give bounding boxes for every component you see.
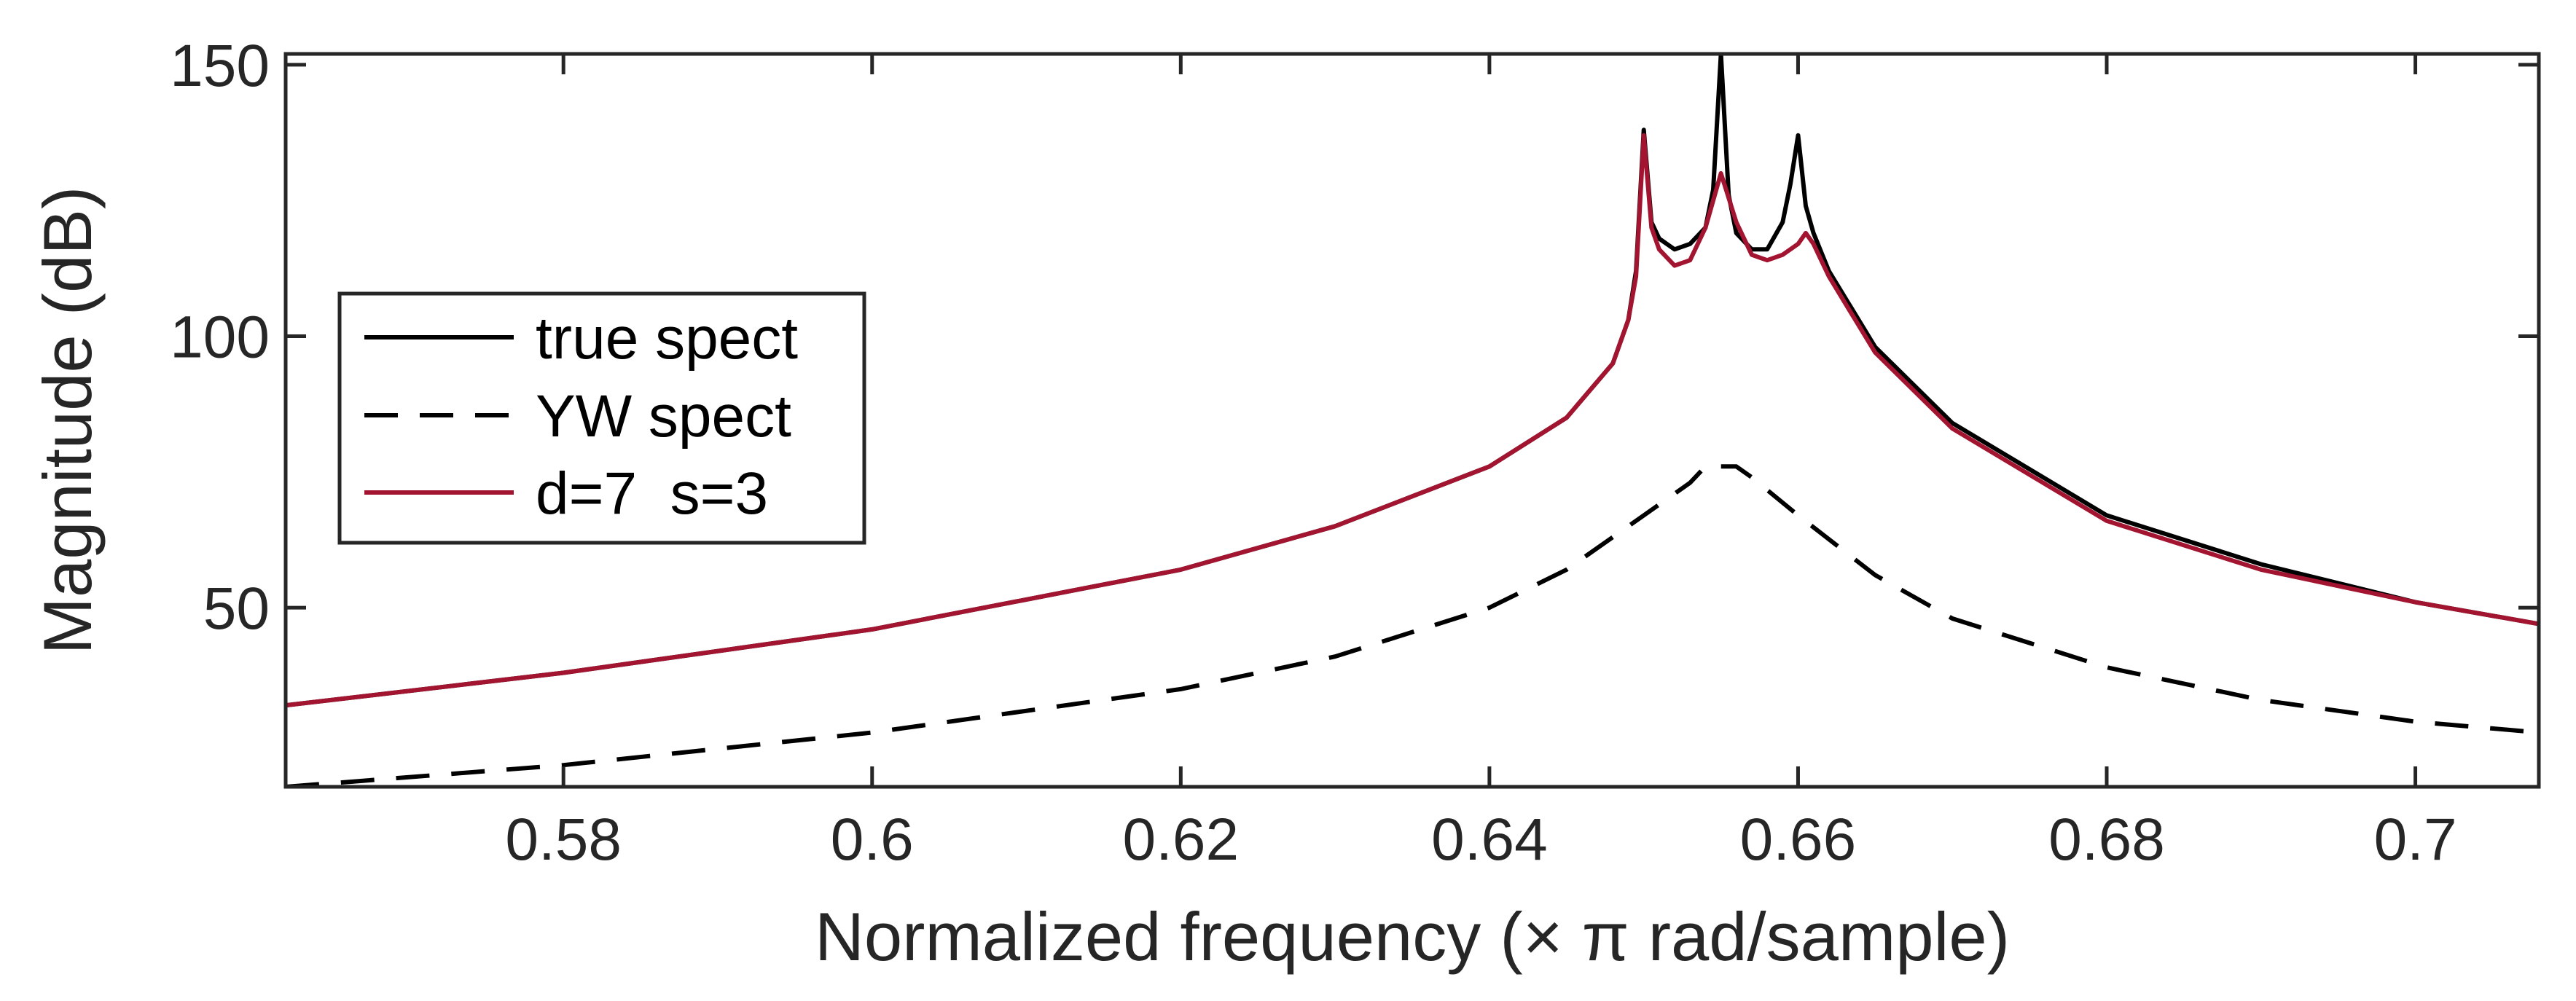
x-tick-label: 0.58 [505, 806, 622, 873]
x-tick-label: 0.62 [1123, 806, 1240, 873]
tick-layer: 0.58 0.6 0.62 0.64 0.66 0.68 0.7 50 100 150 [170, 33, 2539, 873]
y-tick-label: 50 [203, 576, 270, 642]
y-tick-label: 150 [170, 33, 270, 99]
x-tick-label: 0.7 [2374, 806, 2457, 873]
x-tick-label: 0.64 [1431, 806, 1548, 873]
x-tick-label: 0.66 [1740, 806, 1857, 873]
x-axis-title: Normalized frequency (× π rad/sample) [815, 898, 2010, 975]
legend: true spect YW spect d=7 s=3 [337, 291, 866, 545]
legend-label-yw-spect: YW spect [536, 383, 791, 450]
series-line-1 [286, 464, 2539, 787]
y-tick-label: 100 [170, 304, 270, 370]
x-tick-label: 0.68 [2048, 806, 2165, 873]
legend-label-true-spect: true spect [536, 305, 798, 372]
series-line-2 [286, 133, 2539, 708]
legend-label-d7-s3: d=7 s=3 [536, 460, 768, 527]
axes-box [283, 52, 2541, 789]
y-axis-title: Magnitude (dB) [29, 187, 106, 655]
series-layer [286, 54, 2539, 787]
x-tick-label: 0.6 [831, 806, 914, 873]
